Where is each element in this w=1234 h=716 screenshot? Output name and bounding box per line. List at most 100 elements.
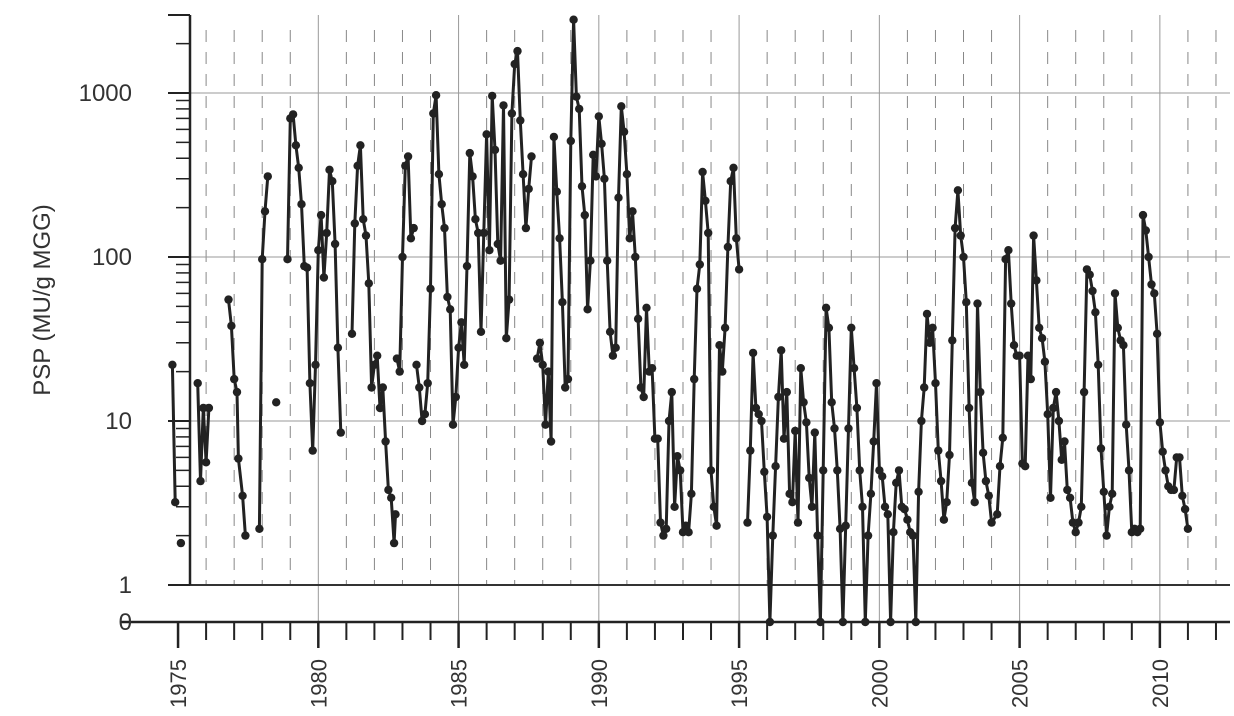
data-point [507,109,517,118]
data-point [431,91,441,100]
data-point [1040,357,1050,366]
data-point [934,446,943,455]
x-tick-label: 2005 [1008,659,1033,708]
data-point [403,152,413,161]
data-point [785,489,794,498]
data-point [718,367,727,376]
data-point [1183,524,1193,533]
data-point [706,466,716,475]
x-tick-label: 2000 [867,659,892,708]
data-point [667,387,676,397]
data-point [976,387,985,397]
data-point [852,403,862,413]
data-point [454,343,463,352]
data-point [1088,286,1097,296]
data-point [858,502,867,511]
data-point [628,207,637,216]
data-point [619,127,629,136]
data-point [844,424,853,433]
series-line-segment [395,155,416,374]
data-point [241,531,250,540]
data-point [1029,231,1038,240]
data-point [942,498,951,507]
data-point [1023,351,1033,360]
data-point [391,510,400,519]
data-point [263,172,272,181]
data-point [589,150,598,159]
data-point [709,502,718,511]
data-point [364,279,373,288]
data-point [726,177,735,186]
data-point [692,284,702,293]
data-point [1043,410,1052,419]
data-point [597,139,606,148]
data-point [1158,447,1167,456]
data-point [378,383,387,392]
data-point [361,231,371,240]
data-point [549,132,559,142]
data-point [917,416,926,426]
data-point [743,518,752,527]
data-point [886,617,895,627]
data-point [258,255,267,264]
data-point [611,343,620,352]
data-point [883,510,892,519]
data-point [614,193,623,202]
data-point [330,239,340,249]
data-point [964,403,974,413]
data-point [488,91,497,101]
data-point [847,323,856,332]
series-line-segment [257,176,270,529]
data-point [336,428,345,437]
data-point [476,327,486,336]
data-point [1074,518,1083,527]
data-point [532,354,542,363]
data-point [1150,289,1159,298]
data-point [931,379,940,388]
data-point [1032,276,1041,285]
data-point [485,246,494,255]
data-point [502,334,511,343]
data-point [810,428,819,437]
data-point [928,323,937,332]
data-point [967,478,977,487]
data-point [297,200,306,209]
data-point [866,489,876,498]
series-line-segment [170,364,177,503]
data-point [950,223,960,233]
data-point [962,298,971,307]
data-point [863,531,873,540]
data-point [830,424,839,433]
data-point [936,476,946,486]
data-point [558,298,567,307]
data-point [695,260,704,269]
data-point [1079,387,1089,397]
data-point [984,491,993,500]
series-line-segment [227,299,247,536]
data-point [272,398,281,407]
data-point [291,141,301,150]
data-point [1035,323,1044,332]
data-point [816,617,825,627]
data-point [911,617,920,627]
data-point [392,354,402,363]
data-point [196,476,205,486]
data-point [479,228,488,238]
data-point [373,351,382,360]
data-point [381,437,390,446]
data-point [690,374,699,384]
data-point [569,15,578,24]
data-point [687,489,696,498]
data-point [1063,485,1072,495]
data-point [575,104,584,114]
data-point [670,502,679,511]
data-point [417,416,427,426]
series [168,15,1193,627]
data-point [802,418,811,427]
data-point [754,410,763,419]
data-point [538,360,547,369]
data-point [524,184,533,194]
data-point [1026,374,1036,384]
